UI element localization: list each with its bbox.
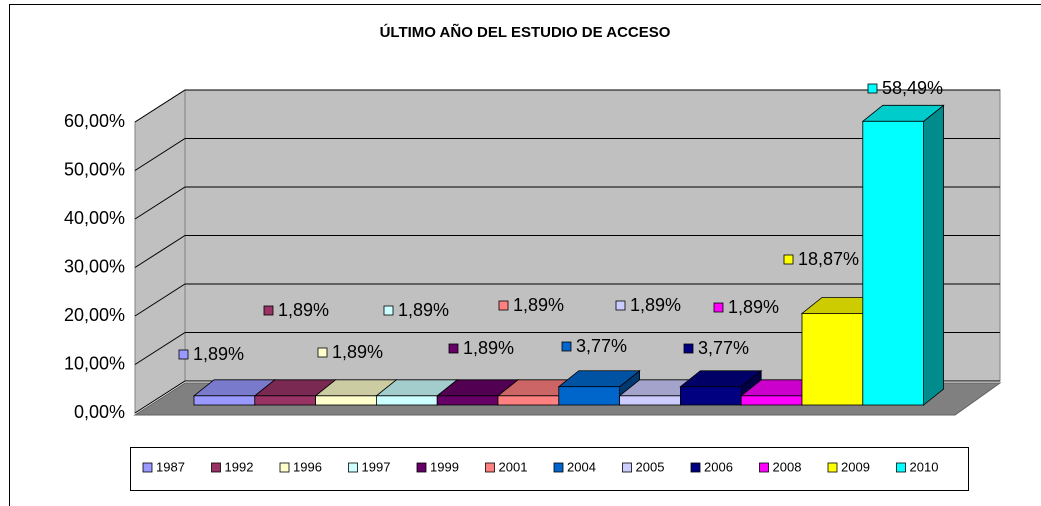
legend-swatch [896,462,906,473]
data-label: 1,89% [513,295,564,315]
y-tick-label: 40,00% [64,208,125,228]
bar [680,386,742,406]
chart-title: ÚLTIMO AÑO DEL ESTUDIO DE ACCESO [380,23,671,41]
legend-label: 1999 [430,459,459,474]
label-key [178,349,189,360]
data-label: 3,77% [698,338,749,358]
label-key [713,302,724,313]
y-tick-label: 50,00% [64,159,125,179]
legend-box [130,447,969,491]
grid-line [134,332,1000,365]
bar [862,120,924,406]
legend-swatch [553,462,564,473]
data-label: 1,89% [463,338,514,358]
grid-line [134,235,1000,268]
label-key [783,254,794,265]
grid-line [134,283,1000,317]
bar [740,395,803,406]
label-key [498,300,509,311]
legend-swatch [211,462,221,473]
bar [254,395,317,406]
data-label: 1,89% [398,300,449,320]
legend-label: 2005 [636,459,665,474]
data-label: 1,89% [193,344,244,364]
legend-label: 1987 [156,459,185,474]
grid-line [134,138,1000,171]
legend-label: 2010 [910,459,939,474]
y-tick-label: 60,00% [64,111,125,131]
data-label: 1,89% [278,300,329,320]
y-tick-label: 0,00% [74,402,125,422]
bar [619,395,681,406]
legend-swatch [416,462,427,473]
legend-label: 2004 [567,459,596,474]
y-tick-label: 20,00% [64,305,125,325]
y-tick-label: 30,00% [64,256,125,276]
label-key [615,300,626,311]
bar [436,395,499,406]
bar [497,395,560,406]
legend-label: 1992 [225,459,254,474]
bar [315,395,377,406]
data-label: 18,87% [798,249,859,269]
legend-swatch [142,462,153,473]
label-key [263,305,274,316]
legend-swatch [485,462,495,473]
label-key [383,305,394,316]
label-key [448,343,459,354]
data-label: 1,89% [332,342,383,362]
legend-swatch [622,462,632,473]
grid-line [134,186,1000,220]
legend-swatch [690,462,701,473]
data-label: 3,77% [576,336,627,356]
bar [193,395,256,406]
bar [375,395,438,406]
bar [558,386,620,406]
legend-label: 2009 [841,459,870,474]
label-key [683,343,694,354]
legend-swatch [759,462,769,473]
legend-label: 2006 [704,459,733,474]
data-label: 58,49% [882,78,943,98]
legend-swatch [827,462,838,473]
legend-label: 1997 [362,459,391,474]
legend-swatch [348,462,358,473]
data-label: 1,89% [630,295,681,315]
bar [801,313,864,406]
data-label: 1,89% [728,297,779,317]
label-key [561,341,572,352]
legend-label: 2008 [773,459,802,474]
label-key [867,83,878,94]
y-tick-label: 10,00% [64,353,125,373]
legend-label: 1996 [293,459,322,474]
grid-line [134,89,1000,123]
legend-label: 2001 [499,459,528,474]
legend-swatch [279,462,290,473]
label-key [317,347,328,358]
bar-side [923,104,944,406]
